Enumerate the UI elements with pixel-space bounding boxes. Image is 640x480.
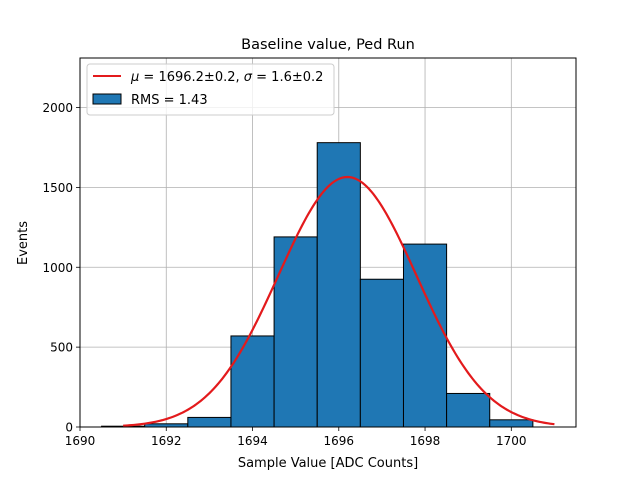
y-axis-ticks: 0 500 1000 1500 2000 <box>42 101 80 435</box>
y-tick-label: 0 <box>65 421 73 435</box>
histogram-bar <box>273 236 318 428</box>
histogram-bar <box>187 416 232 428</box>
legend-histogram-swatch <box>92 93 122 105</box>
histogram-bar <box>359 278 404 428</box>
y-axis-label: Events <box>16 221 31 265</box>
histogram-bar <box>316 142 361 428</box>
x-tick-label: 1698 <box>410 434 441 448</box>
y-tick-label: 1000 <box>42 261 73 275</box>
gaussian-fit <box>123 175 555 427</box>
histogram-bar <box>230 335 275 428</box>
legend: μ = 1696.2±0.2, σ = 1.6±0.2 RMS = 1.43 <box>86 63 335 116</box>
legend-fit-label: μ = 1696.2±0.2, σ = 1.6±0.2 <box>130 70 323 85</box>
histogram-bar <box>446 392 491 428</box>
x-tick-label: 1692 <box>151 434 182 448</box>
legend-box <box>86 63 335 116</box>
y-tick-label: 2000 <box>42 101 73 115</box>
x-tick-label: 1700 <box>496 434 527 448</box>
legend-histogram-label: RMS = 1.43 <box>131 93 208 108</box>
plot-area-frame <box>79 57 577 428</box>
histogram-bar <box>489 419 534 428</box>
x-tick-label: 1690 <box>65 434 96 448</box>
y-tick-label: 1500 <box>42 181 73 195</box>
x-axis-ticks: 1690 1692 1694 1696 1698 1700 <box>65 427 527 448</box>
chart-title: Baseline value, Ped Run <box>241 37 415 53</box>
x-axis-label: Sample Value [ADC Counts] <box>238 456 418 471</box>
gaussian-fit-curve <box>123 175 555 427</box>
y-tick-label: 500 <box>50 341 73 355</box>
x-tick-label: 1694 <box>237 434 268 448</box>
histogram-bar <box>402 243 448 428</box>
x-tick-label: 1696 <box>324 434 355 448</box>
histogram-bars <box>101 142 534 428</box>
